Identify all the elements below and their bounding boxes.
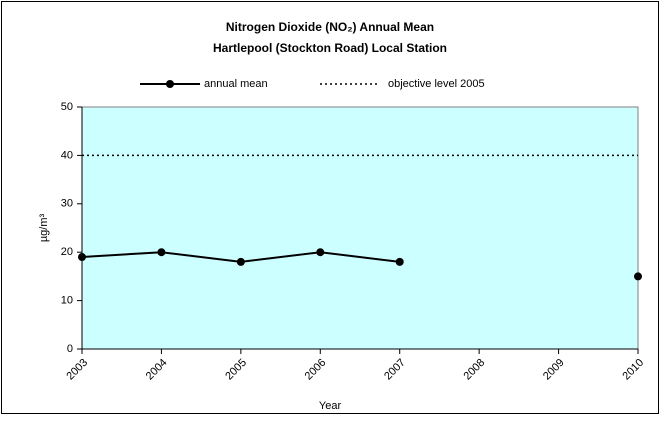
y-tick-label: 0	[67, 343, 73, 355]
y-tick-label: 20	[61, 246, 73, 258]
y-tick-label: 30	[61, 198, 73, 210]
legend-label: annual mean	[204, 78, 268, 90]
point	[78, 253, 86, 262]
point	[634, 272, 642, 281]
chart-title: Nitrogen Dioxide (NO₂) Annual Mean	[226, 20, 434, 34]
x-axis-label: Year	[319, 400, 342, 412]
chart-subtitle: Hartlepool (Stockton Road) Local Station	[213, 41, 447, 55]
point	[157, 248, 166, 257]
point	[236, 257, 245, 266]
y-tick-label: 50	[61, 101, 73, 113]
y-axis-label: µg/m³	[38, 213, 50, 242]
point	[316, 248, 325, 257]
plot-area	[81, 106, 639, 350]
legend-marker	[166, 80, 174, 88]
y-tick-label: 40	[61, 149, 73, 161]
legend-label: objective level 2005	[388, 78, 485, 90]
y-tick-label: 10	[61, 295, 73, 307]
point	[395, 257, 404, 266]
